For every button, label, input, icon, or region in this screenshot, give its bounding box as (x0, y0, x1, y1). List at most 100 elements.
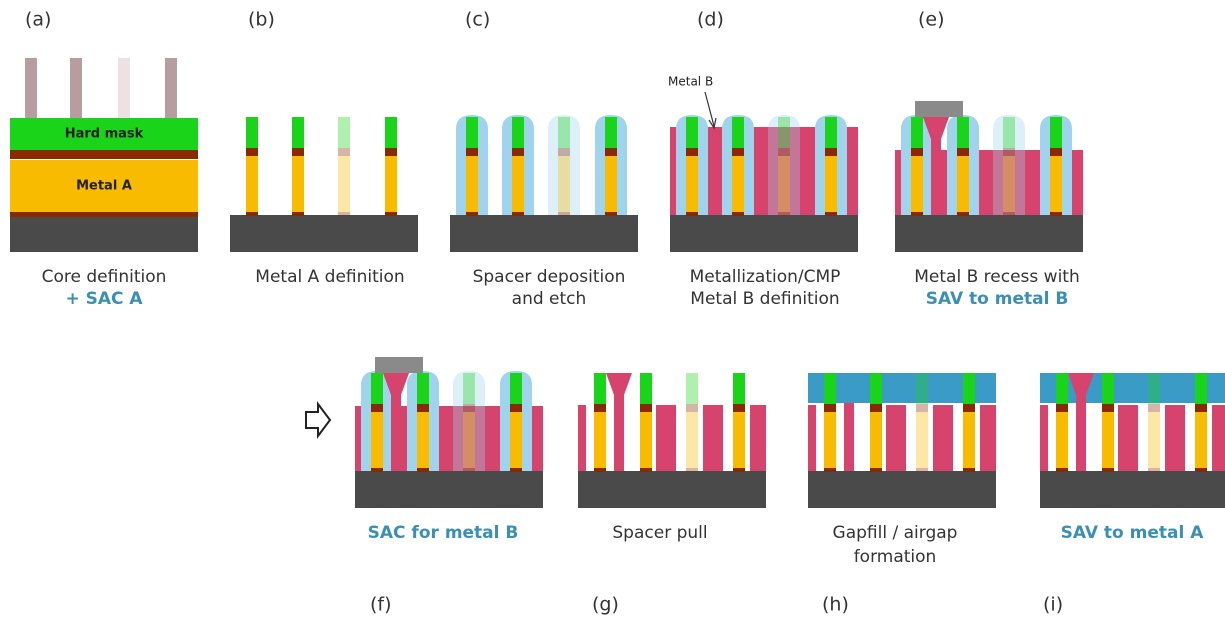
via (606, 373, 632, 471)
metal-a-line (911, 156, 923, 212)
liner (640, 468, 652, 472)
layer-label: Hard mask (65, 127, 144, 142)
liner (686, 404, 698, 412)
liner (1050, 212, 1062, 216)
hard-mask (292, 117, 304, 148)
metal-a-line (1056, 412, 1068, 468)
metal-a-line (371, 412, 383, 468)
metal-a-line (512, 156, 524, 212)
hard-mask (1195, 373, 1207, 404)
metal-a-line (963, 412, 975, 468)
hard-mask (558, 117, 570, 148)
metal-a-line (1195, 412, 1207, 468)
metal-a-line (957, 156, 969, 212)
hard-mask (466, 117, 478, 148)
hard-mask (963, 373, 975, 404)
liner (1148, 404, 1160, 412)
liner (1003, 148, 1015, 156)
liner (1050, 148, 1062, 156)
substrate (670, 215, 858, 252)
layer-label: Metal A (76, 179, 132, 194)
metal-b (578, 405, 586, 471)
core (165, 58, 177, 118)
hard-mask (778, 117, 790, 148)
liner (292, 212, 304, 216)
caption: + SAC A (65, 289, 143, 309)
liner (916, 404, 928, 412)
liner (1195, 404, 1207, 412)
metal-a-line (338, 156, 350, 212)
metal-b (886, 405, 906, 471)
metal-a-line (778, 156, 790, 212)
liner (824, 468, 836, 472)
liner (10, 150, 198, 159)
panel-label: (a) (25, 9, 51, 31)
metal-b (1165, 405, 1185, 471)
metal-a-line (870, 412, 882, 468)
liner (733, 468, 745, 472)
hard-mask (732, 117, 744, 148)
hard-mask (733, 373, 745, 404)
liner (246, 212, 258, 216)
liner (1056, 404, 1068, 412)
hard-mask (1050, 117, 1062, 148)
hard-mask (1148, 373, 1160, 404)
liner (824, 404, 836, 412)
hard-mask (338, 117, 350, 148)
substrate (578, 471, 766, 508)
liner (733, 404, 745, 412)
liner (1003, 212, 1015, 216)
liner (911, 212, 923, 216)
core (70, 58, 82, 118)
metal-a-line (732, 156, 744, 212)
metal-a-line (417, 412, 429, 468)
metal-b (808, 405, 816, 471)
caption: SAV to metal A (1061, 523, 1205, 543)
substrate (355, 471, 543, 508)
core (25, 58, 37, 118)
hard-mask (825, 117, 837, 148)
metal-b (1040, 405, 1048, 471)
substrate (895, 215, 1083, 252)
liner (1102, 468, 1114, 472)
caption: SAC for metal B (368, 523, 519, 543)
metal-b (750, 405, 766, 471)
liner (463, 404, 475, 412)
metal-a-line (292, 156, 304, 212)
liner (732, 212, 744, 216)
hard-mask (371, 373, 383, 404)
metal-b (1212, 405, 1225, 471)
metal-b (703, 405, 723, 471)
liner (640, 404, 652, 412)
caption: Metal A definition (255, 267, 404, 287)
liner (605, 148, 617, 156)
hard-mask (824, 373, 836, 404)
liner (686, 468, 698, 472)
panel-label: (g) (592, 594, 619, 616)
liner (686, 148, 698, 156)
texts: (a) (b) (c) (d) (e) (f) (g) (h) (i) Core… (25, 9, 1204, 616)
metal-a-line (1102, 412, 1114, 468)
liner (510, 404, 522, 412)
hard-mask (510, 373, 522, 404)
sac-cap (915, 101, 963, 117)
substrate (10, 215, 198, 252)
liner (957, 148, 969, 156)
liner (512, 148, 524, 156)
liner (558, 212, 570, 216)
core (118, 58, 130, 118)
liner (385, 212, 397, 216)
metal-a-line (825, 156, 837, 212)
metal-b (656, 405, 676, 471)
liner (594, 468, 606, 472)
hard-mask (417, 373, 429, 404)
liner (957, 212, 969, 216)
hard-mask (957, 117, 969, 148)
liner (466, 212, 478, 216)
liner (778, 212, 790, 216)
panel-label: (h) (822, 594, 849, 616)
liner (246, 148, 258, 156)
liner (512, 212, 524, 216)
metal-a-line (824, 412, 836, 468)
panel-label: (b) (248, 9, 275, 31)
